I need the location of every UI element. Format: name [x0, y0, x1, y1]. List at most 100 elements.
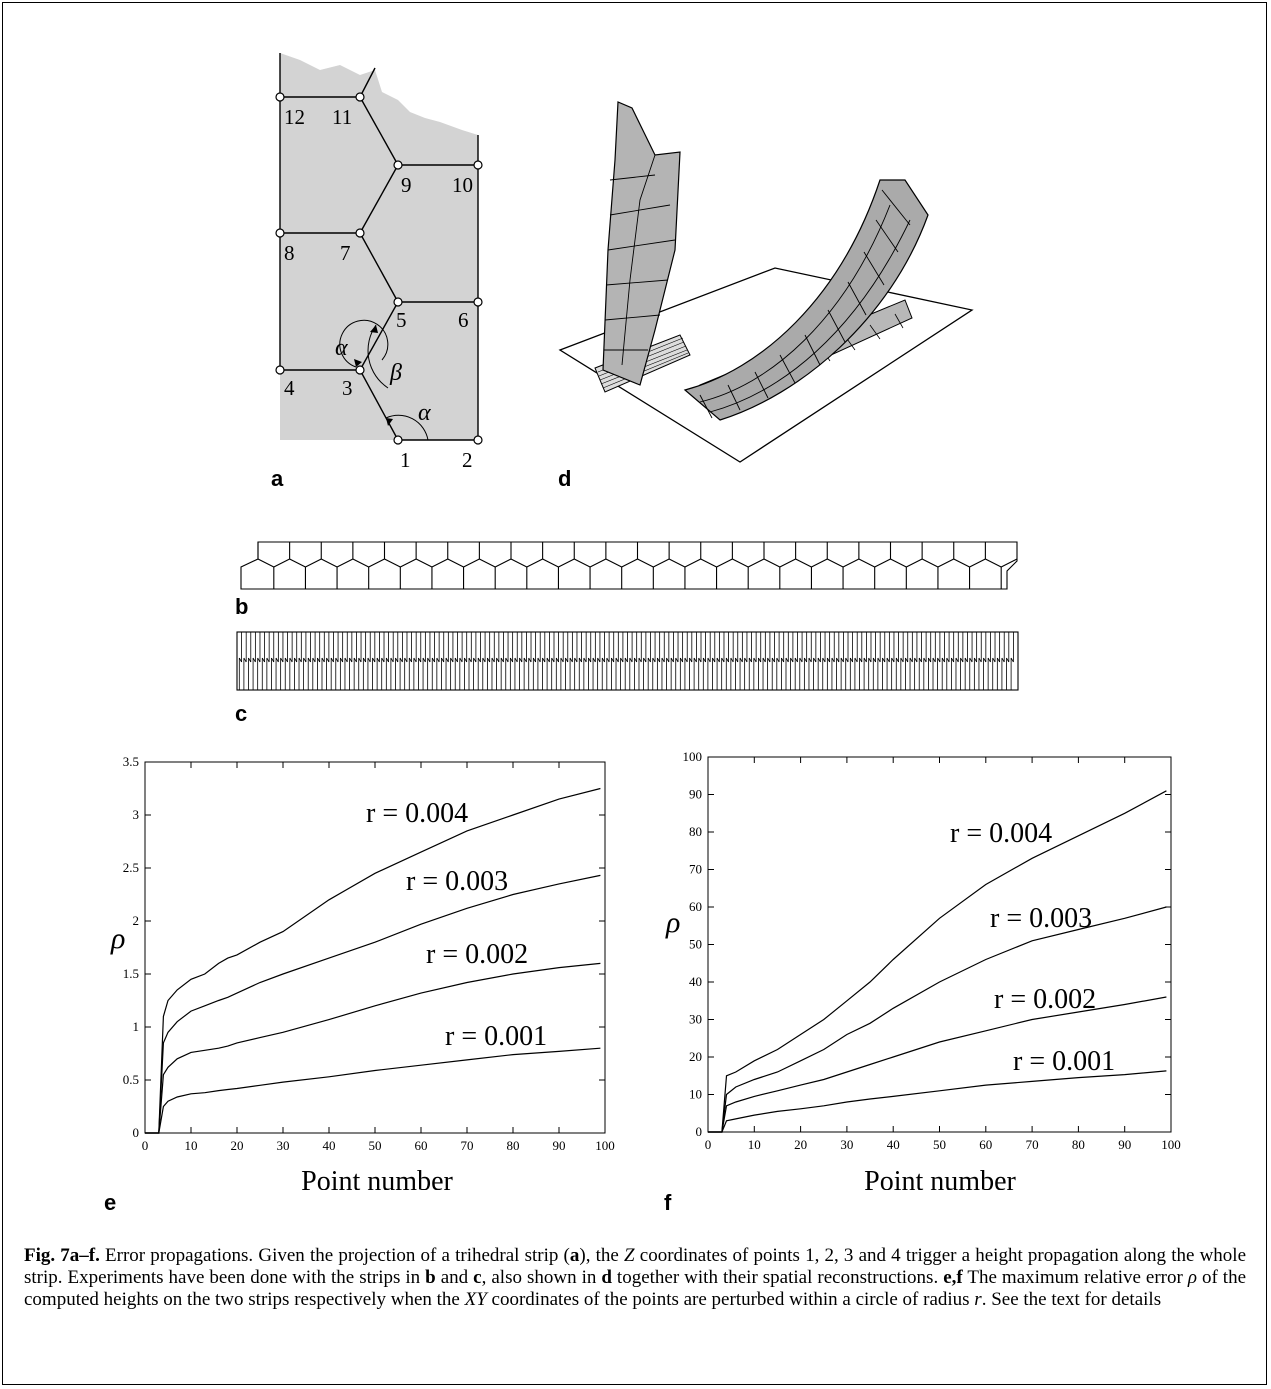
caption-ref-d: d: [601, 1267, 612, 1288]
y-tick-label: 80: [689, 824, 702, 839]
strip-c-edge: [877, 657, 881, 663]
y-tick-label: 1.5: [123, 966, 139, 981]
y-tick-label: 1: [133, 1019, 140, 1034]
strip-c-edge: [335, 657, 339, 663]
strip-c-edge: [482, 657, 486, 663]
strip-c-edge: [886, 657, 890, 663]
strip-c-edge: [748, 657, 752, 663]
strip-c-edge: [716, 657, 720, 663]
caption-figure-label: Fig. 7a–f.: [24, 1245, 100, 1266]
x-tick-label: 40: [887, 1137, 900, 1152]
panel-c-strip: [236, 631, 1019, 691]
strip-c-edge: [964, 657, 968, 663]
caption-text-5: , also shown in: [481, 1267, 602, 1288]
strip-b-edge: [668, 558, 701, 568]
strip-c-edge: [496, 657, 500, 663]
strip-c-edge: [960, 657, 964, 663]
point-label-9: 9: [401, 173, 412, 197]
strip-b-edge: [890, 558, 923, 568]
strip-b-cells: [240, 541, 1018, 590]
strip-c-edge: [491, 657, 495, 663]
x-tick-label: 30: [277, 1138, 290, 1153]
strip-c-edge: [983, 657, 987, 663]
panel-label-d: d: [558, 466, 572, 491]
strip-c-edge: [542, 657, 546, 663]
chart-e-ticks: 0 10 20 30 40 50 60 70 80 90 100 0 0.5 1 1.5 2 2.5 3 3.5: [123, 754, 615, 1153]
point-label-4: 4: [284, 376, 295, 400]
series-line: [145, 787, 601, 1134]
y-tick-label: 2.5: [123, 860, 139, 875]
strip-b-edge: [574, 558, 607, 568]
y-tick-label: 40: [689, 974, 702, 989]
series-line: [708, 1070, 1167, 1133]
strip-c-edge: [422, 657, 426, 663]
strip-c-edge: [932, 657, 936, 663]
angle-alpha-label-bottom: α: [418, 400, 431, 426]
strip-c-edge: [519, 657, 523, 663]
strip-c-edge: [280, 657, 284, 663]
strip-c-edge: [707, 657, 711, 663]
x-tick-label: 50: [369, 1138, 382, 1153]
strip-c-edge: [578, 657, 582, 663]
strip-c-edge: [923, 657, 927, 663]
strip-b-edge: [384, 558, 417, 568]
x-tick-label: 80: [1072, 1137, 1085, 1152]
strip-c-edge: [909, 657, 913, 663]
series-label: r = 0.002: [426, 939, 528, 970]
strip-c-edge: [284, 657, 288, 663]
strip-c-edge: [372, 657, 376, 663]
x-tick-label: 60: [979, 1137, 992, 1152]
caption-ref-c: c: [473, 1267, 482, 1288]
strip-c-edge: [565, 657, 569, 663]
strip-c-edge: [643, 657, 647, 663]
panel-a-diagram: 1 2 3 4 5 6 7 8 9 10 11 12 α β α: [275, 53, 483, 472]
caption-text-2: ), the: [579, 1245, 625, 1266]
strip-c-edge: [1001, 657, 1005, 663]
strip-c-edge: [248, 657, 252, 663]
strip-c-edge: [243, 657, 247, 663]
vertex-1: [393, 435, 403, 445]
point-label-6: 6: [458, 308, 469, 332]
strip-c-edge: [817, 657, 821, 663]
strip-c-edge: [845, 657, 849, 663]
y-tick-label: 3: [133, 807, 140, 822]
strip-c-edge: [551, 657, 555, 663]
x-tick-label: 80: [507, 1138, 520, 1153]
strip-c-edge: [781, 657, 785, 663]
strip-c-edge: [601, 657, 605, 663]
strip-c-edge: [1006, 657, 1010, 663]
chart-e-series: r = 0.004 r = 0.003 r = 0.002 r = 0.001: [145, 787, 601, 1134]
chart-f-ticks: 0 10 20 30 40 50 60 70 80 90 100 0 10 20 30 40 50 60 70 80 9…: [683, 749, 1181, 1152]
strip-c-edge: [776, 657, 780, 663]
panel-b-strip: [240, 541, 1018, 590]
y-tick-label: 70: [689, 862, 702, 877]
strip-c-edge: [905, 657, 909, 663]
strip-b-edge: [479, 558, 512, 568]
strip-c-edge: [326, 657, 330, 663]
strip-c-edge: [785, 657, 789, 663]
strip-c-edge: [808, 657, 812, 663]
strip-c-edge: [955, 657, 959, 663]
strip-c-edge: [307, 657, 311, 663]
y-tick-label: 50: [689, 937, 702, 952]
strip-b-edge: [763, 558, 796, 568]
strip-b-edge: [415, 558, 448, 568]
strip-c-edge: [441, 657, 445, 663]
strip-c-edge: [675, 657, 679, 663]
strip-b-edge: [827, 558, 860, 568]
strip-c-edge: [758, 657, 762, 663]
strip-c-edge: [464, 657, 468, 663]
strip-c-edge: [523, 657, 527, 663]
strip-c-edge: [794, 657, 798, 663]
series-label: r = 0.004: [366, 798, 468, 829]
strip-c-edge: [413, 657, 417, 663]
caption-text-7: The maximum relative error: [962, 1267, 1188, 1288]
strip-c-edge: [679, 657, 683, 663]
strip-c-edge: [500, 657, 504, 663]
strip-c-edge: [689, 657, 693, 663]
strip-c-edge: [638, 657, 642, 663]
strip-c-edge: [289, 657, 293, 663]
strip-c-edge: [657, 657, 661, 663]
strip-c-edge: [863, 657, 867, 663]
strip-c-edge: [252, 657, 256, 663]
